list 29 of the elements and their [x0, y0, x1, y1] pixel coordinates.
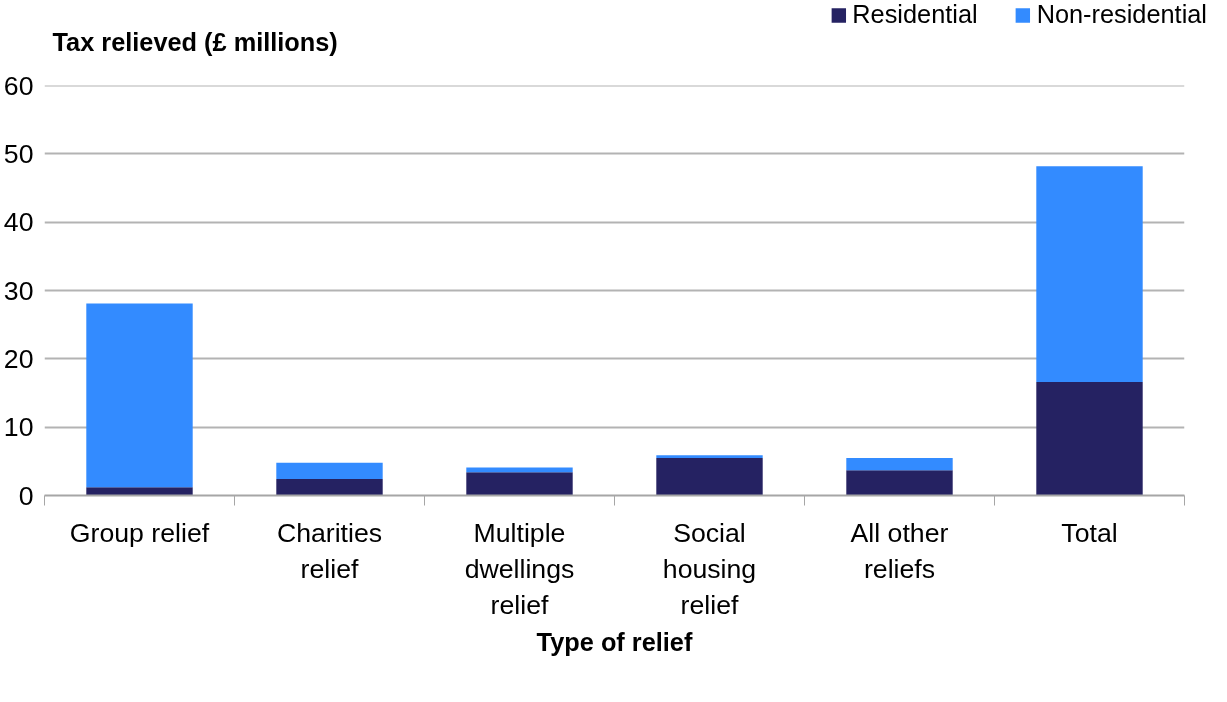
bar: [846, 470, 953, 496]
bar: [846, 457, 953, 471]
y-tick-label: 50: [3, 138, 34, 169]
y-tick-label: 10: [3, 412, 34, 443]
bar: [1036, 166, 1143, 383]
x-tick-label: Social housing relief: [662, 517, 757, 620]
x-tick-label: Total: [1061, 517, 1118, 548]
y-tick-label: 40: [3, 207, 34, 238]
legend-label: Non-residential: [1036, 0, 1207, 29]
bar: [656, 455, 763, 458]
bar: [276, 462, 383, 480]
bar: [656, 457, 763, 496]
y-axis-title: Tax relieved (£ millions): [52, 27, 338, 56]
x-tick-label: Group relief: [69, 517, 210, 548]
y-tick-label: 30: [3, 275, 34, 306]
bar: [466, 467, 573, 473]
x-axis-title: Type of relief: [536, 627, 693, 656]
bar: [86, 487, 193, 496]
legend-label: Residential: [852, 0, 978, 29]
bar: [276, 479, 383, 496]
y-tick-label: 60: [3, 70, 34, 101]
y-tick-label: 20: [3, 343, 34, 374]
bar: [1036, 382, 1143, 496]
x-tick-label: All other reliefs: [850, 517, 949, 584]
y-tick-label: 0: [18, 480, 34, 511]
x-tick-label: Multiple dwellings relief: [464, 517, 575, 620]
bar: [466, 472, 573, 496]
x-tick-label: Charities relief: [276, 517, 383, 584]
bar: [86, 303, 193, 488]
